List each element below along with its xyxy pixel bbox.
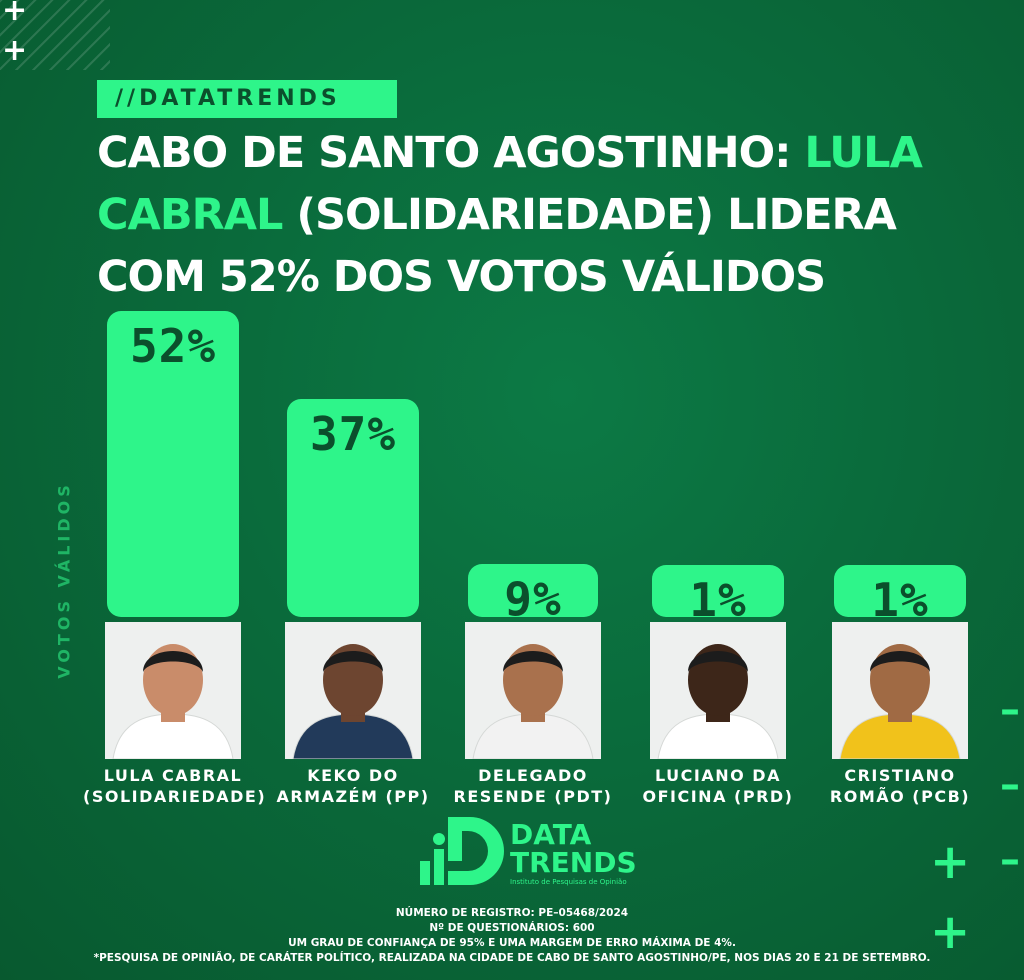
person-silhouette-icon [112, 644, 234, 759]
bar-value-label: 9% [504, 572, 562, 627]
logo-subtitle: Instituto de Pesquisas de Opinião [510, 878, 627, 886]
plus-icon: + [930, 834, 971, 890]
bar: 1% [834, 565, 966, 627]
bar: 9% [468, 564, 598, 626]
candidate-name: DELEGADO RESENDE (PDT) [453, 766, 613, 806]
headline-highlight: LULA CABRAL [97, 128, 923, 240]
plus-icon: + [2, 33, 28, 68]
footer-nota: *PESQUISA DE OPINIÃO, DE CARÁTER POLÍTIC… [93, 952, 931, 964]
person-silhouette-icon [472, 644, 594, 759]
headline: CABO DE SANTO AGOSTINHO: LULA CABRAL (SO… [97, 122, 997, 308]
footer-registro: NÚMERO DE REGISTRO: PE–05468/2024 [395, 907, 629, 919]
brand-tag: //DATATRENDS [97, 80, 397, 118]
logo-mark-icon [420, 817, 504, 885]
dash-icon: – [1000, 687, 1020, 733]
person-silhouette-icon [292, 644, 414, 759]
candidate-photo [832, 622, 968, 759]
logo-title: DATA TRENDS [510, 818, 637, 879]
candidate-photo [465, 622, 601, 759]
candidate-photo [650, 622, 786, 759]
candidate-photo [285, 622, 421, 759]
candidate-name: KEKO DO ARMAZÉM (PP) [276, 766, 430, 806]
bar-value-label: 1% [689, 573, 747, 627]
footer-questionarios: Nº DE QUESTIONÁRIOS: 600 [429, 922, 595, 934]
bar-value-label: 37% [309, 407, 397, 462]
decorative-stripes [0, 0, 110, 70]
bar: 37% [287, 399, 419, 617]
y-axis-label: VOTOS VÁLIDOS [54, 481, 74, 679]
dash-icon: – [1000, 837, 1020, 883]
person-silhouette-icon [839, 644, 961, 759]
candidate-name: CRISTIANO ROMÃO (PCB) [829, 766, 971, 806]
person-silhouette-icon [657, 644, 779, 759]
dash-icon: – [1000, 762, 1020, 808]
footer-confianca: UM GRAU DE CONFIANÇA DE 95% E UMA MARGEM… [288, 937, 736, 949]
plus-icon: + [930, 904, 971, 960]
candidate-name: LULA CABRAL (SOLIDARIEDADE) [83, 766, 267, 806]
headline-part-1: CABO DE SANTO AGOSTINHO: [97, 128, 805, 178]
headline-part-3: (SOLIDARIEDADE) LIDERA COM 52% DOS VOTOS… [97, 190, 897, 302]
plus-icon: + [2, 0, 28, 28]
bar-value-label: 1% [871, 573, 929, 627]
candidate-name: LUCIANO DA OFICINA (PRD) [642, 766, 794, 806]
bar-value-label: 52% [129, 319, 217, 373]
bar: 52% [107, 311, 239, 617]
candidate-photo [105, 622, 241, 759]
bar: 1% [652, 565, 784, 627]
datatrends-logo: DATA TRENDS Instituto de Pesquisas de Op… [418, 815, 637, 890]
